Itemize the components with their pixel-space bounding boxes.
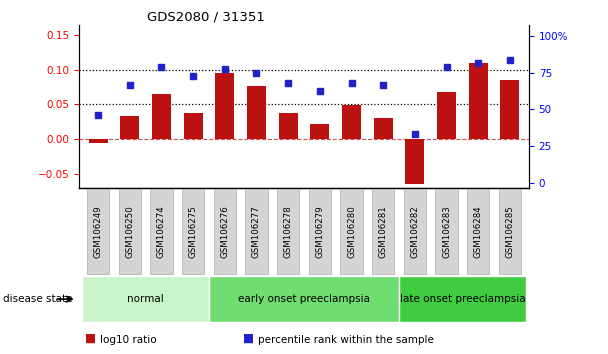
Text: normal: normal: [127, 294, 164, 304]
Point: [347, 80, 356, 86]
Text: GSM106277: GSM106277: [252, 205, 261, 258]
Point: [156, 64, 166, 70]
Text: percentile rank within the sample: percentile rank within the sample: [258, 335, 434, 345]
Point: [410, 131, 420, 137]
Bar: [152, 94, 171, 139]
Bar: [209, 276, 399, 322]
Text: GSM106275: GSM106275: [188, 205, 198, 258]
Bar: [342, 105, 361, 139]
Text: GSM106280: GSM106280: [347, 205, 356, 258]
Point: [93, 113, 103, 118]
Bar: [399, 276, 526, 322]
Text: ■: ■: [85, 332, 96, 345]
FancyBboxPatch shape: [246, 189, 268, 274]
Bar: [82, 276, 209, 322]
Bar: [406, 139, 424, 184]
Bar: [374, 118, 393, 139]
Text: GSM106274: GSM106274: [157, 205, 166, 258]
Text: GSM106276: GSM106276: [220, 205, 229, 258]
FancyBboxPatch shape: [119, 189, 141, 274]
Point: [252, 70, 261, 76]
Text: GSM106282: GSM106282: [410, 205, 420, 258]
FancyBboxPatch shape: [404, 189, 426, 274]
Text: GSM106278: GSM106278: [284, 205, 292, 258]
Text: disease state: disease state: [3, 294, 72, 304]
Bar: [278, 114, 298, 139]
Bar: [184, 114, 202, 139]
Point: [188, 73, 198, 79]
Bar: [437, 92, 456, 139]
Text: GSM106279: GSM106279: [316, 206, 324, 258]
Text: GSM106250: GSM106250: [125, 205, 134, 258]
FancyBboxPatch shape: [309, 189, 331, 274]
Point: [442, 64, 452, 70]
Point: [474, 60, 483, 65]
Text: GDS2080 / 31351: GDS2080 / 31351: [147, 11, 264, 24]
Text: ■: ■: [243, 332, 254, 345]
Text: GSM106283: GSM106283: [442, 205, 451, 258]
Bar: [120, 116, 139, 139]
Text: GSM106285: GSM106285: [505, 205, 514, 258]
FancyBboxPatch shape: [435, 189, 458, 274]
FancyBboxPatch shape: [150, 189, 173, 274]
Point: [283, 80, 293, 86]
FancyBboxPatch shape: [340, 189, 362, 274]
Text: GSM106284: GSM106284: [474, 205, 483, 258]
FancyBboxPatch shape: [213, 189, 236, 274]
Bar: [469, 63, 488, 139]
FancyBboxPatch shape: [372, 189, 395, 274]
Text: log10 ratio: log10 ratio: [100, 335, 157, 345]
Point: [220, 66, 230, 72]
FancyBboxPatch shape: [87, 189, 109, 274]
Point: [125, 82, 134, 87]
Bar: [500, 80, 519, 139]
Bar: [89, 139, 108, 143]
FancyBboxPatch shape: [182, 189, 204, 274]
Point: [505, 57, 515, 63]
Point: [378, 82, 388, 87]
Text: late onset preeclampsia: late onset preeclampsia: [399, 294, 525, 304]
FancyBboxPatch shape: [277, 189, 299, 274]
FancyBboxPatch shape: [467, 189, 489, 274]
Bar: [247, 86, 266, 139]
Bar: [215, 73, 234, 139]
Bar: [310, 124, 330, 139]
Text: GSM106249: GSM106249: [94, 206, 103, 258]
Text: early onset preeclampsia: early onset preeclampsia: [238, 294, 370, 304]
Text: GSM106281: GSM106281: [379, 205, 388, 258]
Point: [315, 88, 325, 93]
FancyBboxPatch shape: [499, 189, 521, 274]
